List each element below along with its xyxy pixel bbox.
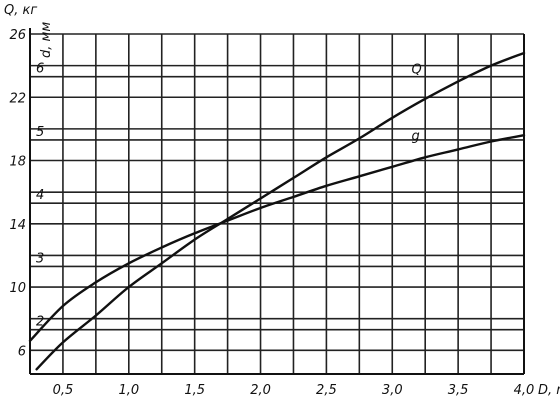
series-g-label: g [411,129,419,144]
x-tick-label: 3,0 [382,383,403,398]
d-tick-label: 4 [36,188,44,203]
labels: Qg0,51,01,52,02,53,03,54,0D, m6101418222… [4,3,560,398]
d-axis-title: d, мм [39,22,54,58]
x-tick-label: 4,0 [514,383,535,398]
series-g-line [28,134,526,342]
d-tick-label: 3 [36,251,44,266]
y-tick-label: 10 [9,281,26,296]
x-tick-label: 1,0 [118,383,139,398]
y-tick-label: 14 [9,218,26,233]
x-tick-label: 2,0 [250,383,271,398]
d-tick-label: 6 [36,62,44,77]
series-Q-line [35,51,526,371]
axes [29,28,525,375]
y-axis-title: Q, кг [4,3,37,18]
d-tick-label: 2 [36,315,44,330]
horizontal-gridlines [30,33,524,352]
x-tick-label: 0,5 [53,383,74,398]
series-Q-label: Q [411,63,421,78]
x-tick-label: 2,5 [316,383,337,398]
d-tick-label: 5 [36,125,44,140]
x-tick-label: 3,5 [448,383,469,398]
y-tick-label: 6 [18,344,26,359]
curves [28,51,526,371]
x-axis-title: D, m [538,383,560,398]
x-tick-label: 1,5 [184,383,205,398]
y-tick-label: 26 [9,28,26,43]
y-tick-label: 22 [9,91,26,106]
y-tick-label: 18 [9,155,26,170]
